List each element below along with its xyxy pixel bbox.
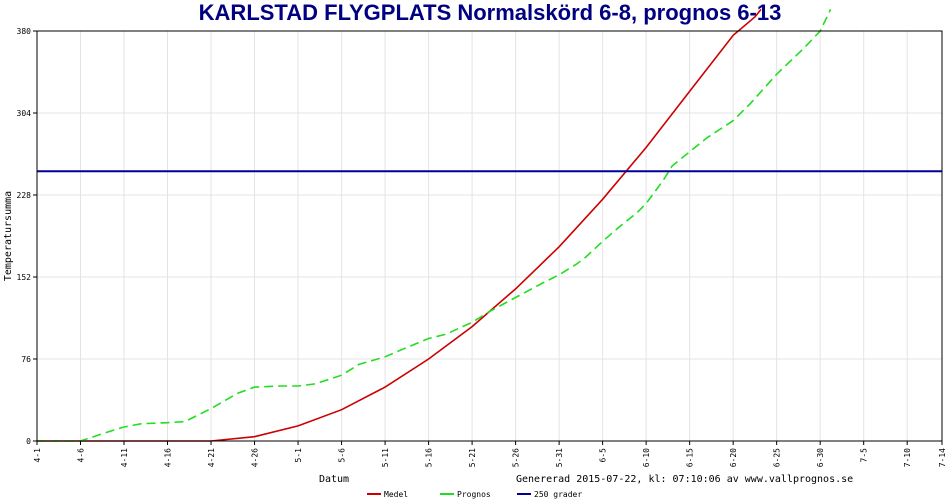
x-tick-label: 4-21 — [207, 448, 216, 467]
plot-frame — [36, 30, 943, 442]
x-tick-label: 6-20 — [729, 448, 738, 467]
generated-note: Genererad 2015-07-22, kl: 07:10:06 av ww… — [516, 474, 853, 485]
y-axis-ticks: 0 76 152 228 304 380 — [17, 27, 37, 446]
x-tick-label: 6-25 — [773, 448, 782, 467]
x-tick-label: 5-31 — [555, 448, 564, 467]
x-tick-label: 4-11 — [120, 448, 129, 467]
y-tick-label: 228 — [17, 191, 32, 200]
x-tick-label: 5-11 — [381, 448, 390, 467]
x-tick-label: 6-10 — [642, 448, 651, 467]
x-tick-label: 6-30 — [816, 448, 825, 467]
legend-label: Prognos — [457, 490, 491, 499]
legend-label: Medel — [384, 490, 408, 499]
x-tick-label: 7-10 — [903, 448, 912, 467]
legend-label: 250 grader — [534, 490, 582, 499]
x-tick-label: 6-5 — [599, 448, 608, 463]
x-tick-label: 5-6 — [338, 448, 347, 463]
x-tick-label: 5-1 — [294, 448, 303, 463]
x-tick-label: 4-26 — [251, 448, 260, 467]
x-tick-label: 4-1 — [33, 448, 42, 463]
x-axis-ticks: 4-1 4-6 4-11 4-16 4-21 4-26 5-1 5-6 5-11 5-16 5-21… — [33, 441, 947, 467]
x-tick-label: 5-16 — [425, 448, 434, 467]
series-line-medel — [37, 8, 762, 442]
y-tick-label: 304 — [17, 109, 32, 118]
x-tick-label: 4-6 — [77, 448, 86, 463]
x-tick-label: 6-15 — [686, 448, 695, 467]
chart-title: KARLSTAD FLYGPLATS Normalskörd 6-8, prog… — [198, 0, 782, 25]
x-tick-label: 5-21 — [468, 448, 477, 467]
y-tick-label: 0 — [26, 437, 31, 446]
series-lines — [37, 8, 942, 442]
y-tick-label: 152 — [17, 273, 32, 282]
y-tick-label: 76 — [21, 355, 31, 364]
x-tick-label: 4-16 — [164, 448, 173, 467]
series-line-prognos — [37, 9, 832, 442]
x-tick-label: 7-14 — [938, 448, 947, 467]
y-tick-label: 380 — [17, 27, 32, 36]
x-axis-label: Datum — [319, 474, 349, 485]
x-tick-label: 7-5 — [860, 448, 869, 463]
y-axis-label: Temperatursumma — [3, 191, 14, 281]
grid-lines — [36, 30, 943, 442]
legend: Medel Prognos 250 grader — [367, 490, 582, 499]
x-tick-label: 5-26 — [512, 448, 521, 467]
